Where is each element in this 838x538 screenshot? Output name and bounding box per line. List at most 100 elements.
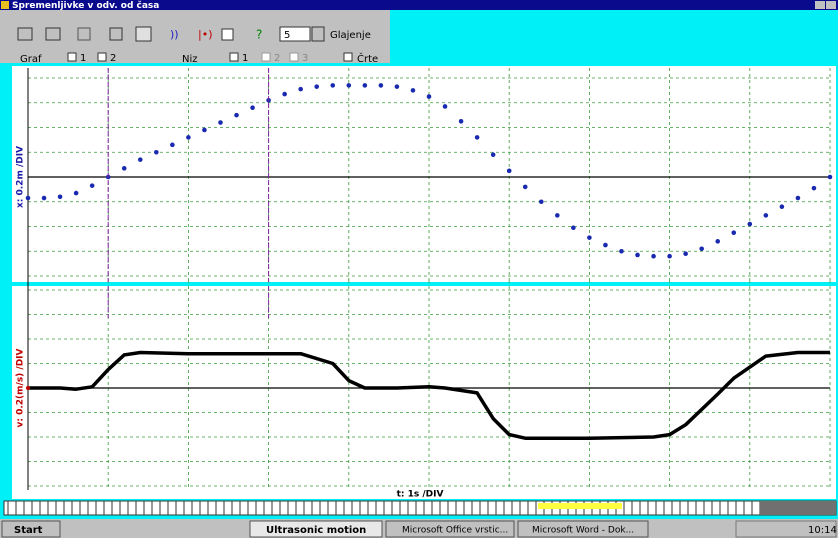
strip-bg [3, 500, 837, 516]
graph-checkbox[interactable] [97, 52, 107, 62]
app-icon [1, 1, 9, 9]
title-bar [0, 0, 838, 10]
toolbar-icons: )) |•) ? [17, 26, 325, 42]
data-point [731, 230, 737, 235]
series-option: 2 [274, 53, 280, 64]
graph-option: 2 [110, 53, 116, 64]
icon-marker[interactable]: |•) [198, 28, 213, 41]
task-label[interactable]: Ultrasonic motion [266, 525, 366, 536]
data-point [186, 135, 191, 140]
series-checkbox[interactable] [289, 52, 299, 62]
start-button[interactable] [1, 520, 61, 538]
icon-graph[interactable] [135, 26, 152, 42]
data-point [490, 152, 496, 158]
data-point [314, 84, 320, 89]
data-point [250, 105, 255, 110]
data-point [555, 213, 560, 218]
toolbar [0, 10, 390, 63]
data-point [827, 174, 833, 180]
series-checkbox[interactable] [261, 52, 271, 62]
data-point [298, 86, 303, 92]
quick-launch [70, 522, 180, 536]
window-title: Spremenljivke v odv. od časa [12, 0, 159, 11]
task-label[interactable]: Microsoft Word - Dok... [532, 526, 634, 536]
data-point [795, 195, 801, 201]
data-point [121, 166, 127, 171]
task-button[interactable] [249, 520, 383, 538]
data-point [683, 251, 688, 257]
data-point [747, 221, 753, 227]
series-checkbox[interactable] [229, 52, 239, 62]
data-point [330, 83, 336, 88]
lines-label: Črte [357, 52, 378, 65]
plot-panel-top [12, 66, 836, 282]
data-point [218, 120, 223, 125]
minimize-button[interactable] [815, 1, 825, 9]
data-point [154, 149, 159, 155]
data-point [426, 94, 432, 99]
data-point [458, 119, 464, 124]
data-point [170, 142, 175, 148]
icon-help[interactable]: ? [256, 28, 262, 42]
smoothing-input[interactable] [279, 26, 311, 42]
scroll-strip [3, 500, 837, 516]
data-point [89, 183, 95, 188]
graph-option: 1 [80, 53, 86, 64]
icon-print[interactable] [45, 27, 61, 41]
smoothing-value[interactable]: 5 [284, 30, 290, 41]
data-point [667, 253, 672, 259]
data-point [699, 246, 704, 252]
data-point [25, 195, 31, 201]
series-label: Niz [182, 54, 198, 65]
strip-highlight [538, 503, 622, 509]
data-point [763, 213, 769, 218]
graph-checkbox[interactable] [67, 52, 77, 62]
series-option: 1 [242, 53, 248, 64]
icon-stop[interactable] [221, 28, 234, 41]
x-axis-label: t: 1s /DIV [397, 490, 444, 500]
icon-signal[interactable]: )) [170, 28, 179, 41]
strip-end [760, 501, 836, 515]
data-point [779, 204, 785, 209]
series-option: 3 [302, 53, 308, 64]
data-point [811, 185, 817, 191]
lines-checkbox[interactable] [343, 52, 353, 62]
y-axis-label: v: 0.2(m/s) /DIV [16, 348, 26, 427]
data-point [378, 83, 384, 88]
data-point [442, 104, 448, 109]
task-button[interactable] [385, 520, 515, 538]
data-point [474, 135, 480, 140]
data-point [57, 194, 63, 200]
start-label[interactable]: Start [14, 525, 43, 536]
data-point [394, 84, 400, 89]
data-point [234, 112, 239, 118]
data-point [715, 239, 721, 244]
data-point [522, 184, 528, 190]
graph-label: Graf [20, 54, 42, 65]
task-button[interactable] [517, 520, 649, 538]
origin-dot [26, 386, 30, 390]
task-label[interactable]: Microsoft Office vrstic... [402, 526, 508, 536]
data-point [651, 253, 656, 259]
maximize-button[interactable] [826, 1, 836, 9]
data-point [619, 248, 624, 254]
data-point [362, 83, 368, 88]
smoothing-label: Glajenje [330, 30, 371, 41]
data-point [137, 157, 143, 162]
icon-copy[interactable] [17, 27, 33, 41]
icon-scale[interactable] [77, 27, 91, 41]
data-point [410, 88, 416, 93]
smoothing-spinner[interactable] [311, 26, 325, 42]
y-axis-label: x: 0.2m /DIV [16, 146, 26, 208]
data-point [506, 168, 512, 174]
data-point [603, 242, 608, 248]
clock: 10:14 [808, 525, 837, 536]
data-point [282, 91, 287, 97]
data-point [635, 252, 640, 258]
data-point [571, 225, 576, 231]
icon-fit[interactable] [109, 27, 123, 41]
data-point [587, 235, 592, 240]
data-point [202, 127, 207, 133]
